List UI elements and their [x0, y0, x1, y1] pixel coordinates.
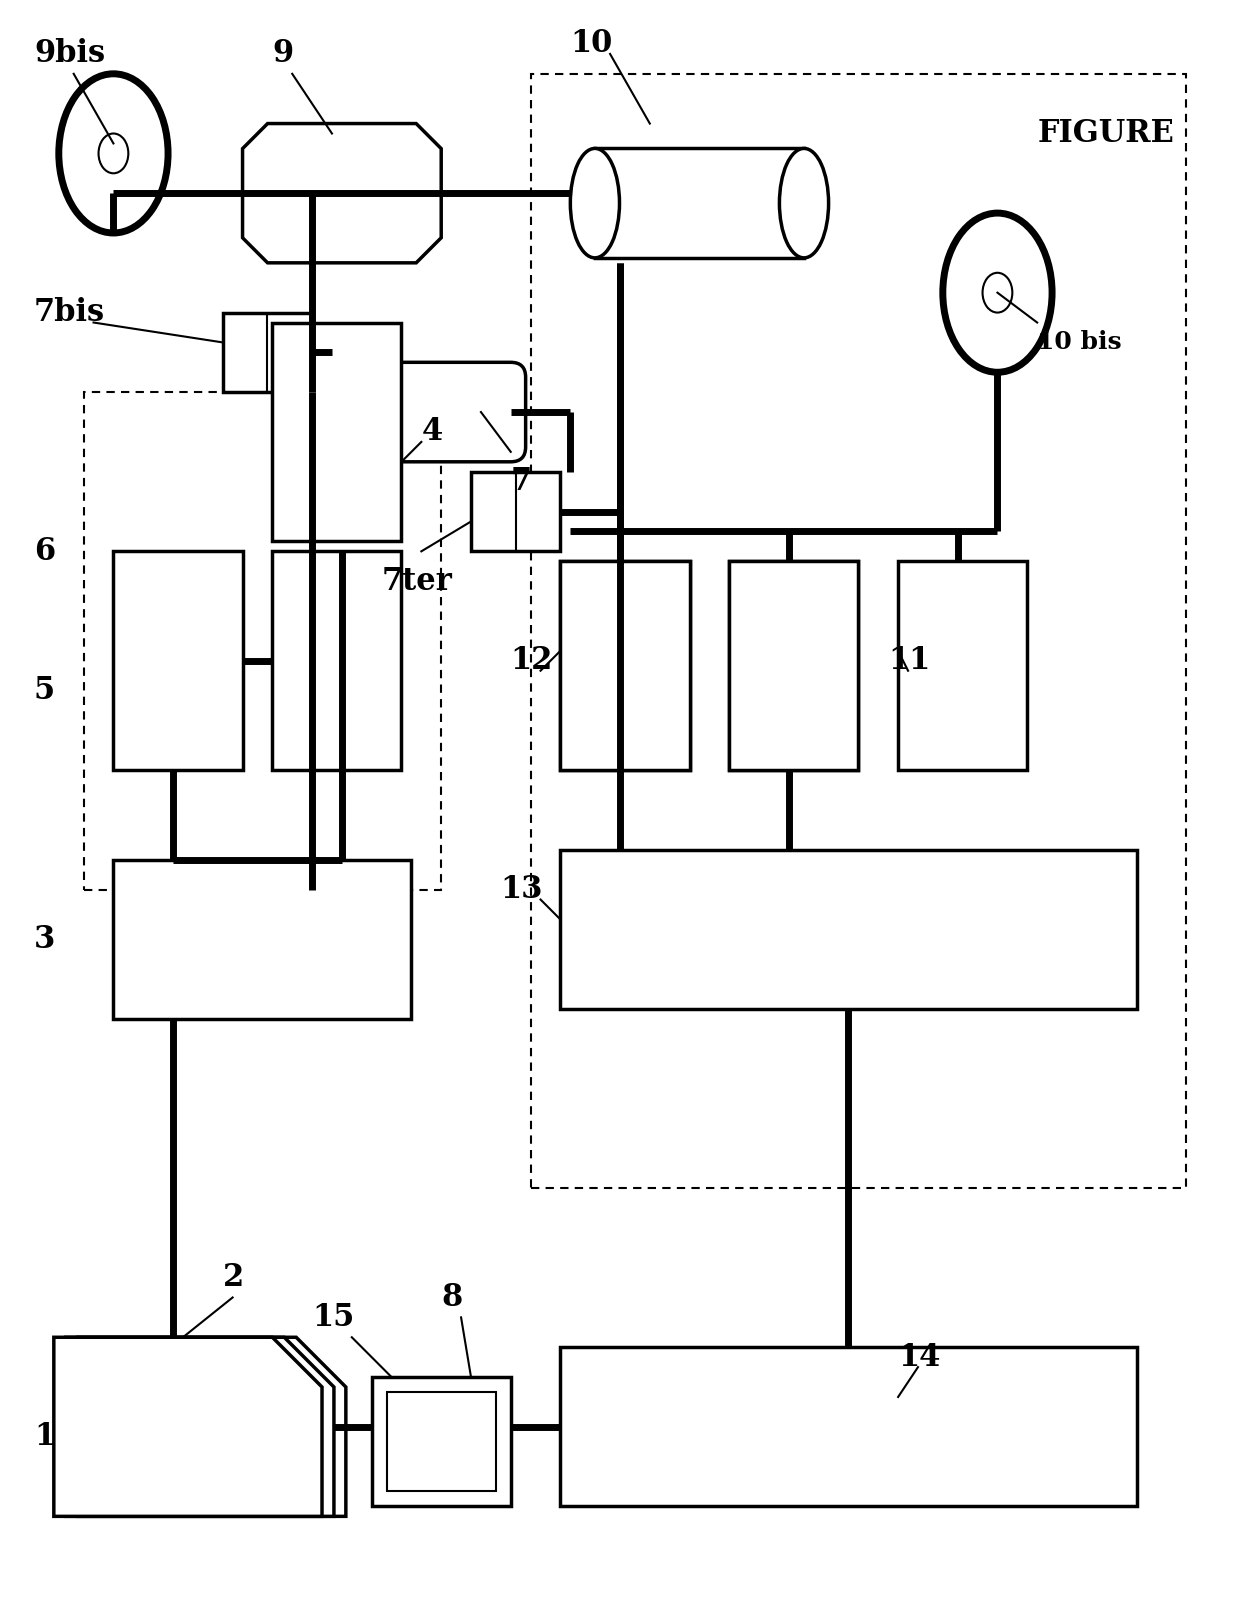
Text: 13: 13	[501, 875, 543, 906]
Polygon shape	[66, 1336, 334, 1516]
Bar	[595, 149, 804, 258]
Bar	[729, 561, 858, 770]
Bar	[113, 860, 412, 1019]
Bar	[273, 551, 402, 770]
Text: 1: 1	[33, 1421, 55, 1452]
Text: 9bis: 9bis	[33, 39, 105, 70]
Bar	[223, 313, 312, 392]
Bar	[113, 551, 243, 770]
Bar	[729, 561, 858, 770]
Bar	[387, 1392, 496, 1492]
Ellipse shape	[58, 75, 169, 233]
Text: 12: 12	[511, 645, 553, 676]
Text: 14: 14	[898, 1341, 940, 1372]
Text: 15: 15	[312, 1302, 355, 1333]
Bar	[898, 561, 1027, 770]
Ellipse shape	[98, 133, 128, 173]
Text: 7ter: 7ter	[382, 565, 453, 596]
Polygon shape	[78, 1336, 346, 1516]
Polygon shape	[53, 1336, 322, 1516]
Bar	[372, 1377, 511, 1507]
Bar	[83, 392, 441, 889]
Text: 11: 11	[888, 645, 930, 676]
Text: FIGURE: FIGURE	[1037, 118, 1174, 149]
Bar	[471, 471, 560, 551]
Bar	[560, 850, 1137, 1009]
Polygon shape	[243, 123, 441, 262]
Text: 2: 2	[223, 1262, 244, 1293]
Bar	[560, 561, 689, 770]
Text: 10 bis: 10 bis	[1037, 330, 1122, 355]
Ellipse shape	[570, 149, 620, 258]
Bar	[273, 322, 402, 541]
Text: 4: 4	[422, 416, 443, 447]
Text: 8: 8	[441, 1281, 463, 1312]
Text: 5: 5	[33, 676, 55, 706]
Text: 3: 3	[33, 923, 56, 954]
Text: 9: 9	[273, 39, 294, 70]
Bar	[531, 75, 1187, 1187]
Text: 7: 7	[511, 467, 532, 497]
Bar	[560, 1348, 1137, 1507]
Text: 7bis: 7bis	[33, 296, 105, 329]
Ellipse shape	[982, 272, 1012, 313]
Bar	[560, 561, 689, 770]
FancyBboxPatch shape	[317, 363, 526, 462]
Text: 6: 6	[33, 536, 55, 567]
Ellipse shape	[942, 214, 1052, 373]
Text: 10: 10	[570, 29, 613, 60]
Ellipse shape	[780, 149, 828, 258]
